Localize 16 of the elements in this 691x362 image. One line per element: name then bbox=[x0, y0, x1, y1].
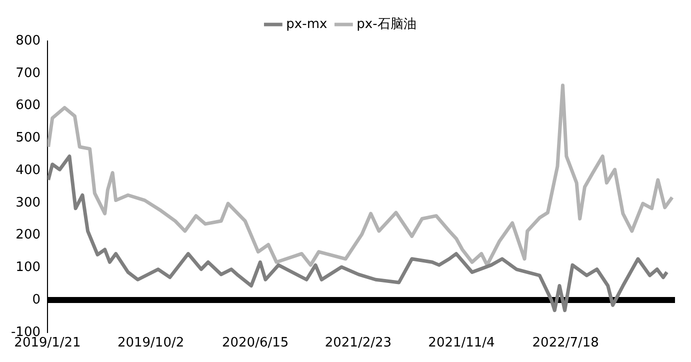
x-tick-label: 2021/11/4 bbox=[428, 336, 495, 351]
y-tick-label: 500 bbox=[16, 130, 41, 146]
x-tick-label: 2020/6/15 bbox=[222, 336, 289, 351]
y-tick-label: 0 bbox=[32, 292, 41, 308]
y-tick-label: 700 bbox=[16, 66, 41, 81]
y-tick-label: 600 bbox=[16, 98, 41, 114]
x-tick-label: 2022/7/18 bbox=[532, 336, 599, 351]
y-tick-label: 400 bbox=[16, 162, 41, 178]
legend-label: px-石脑油 bbox=[356, 16, 416, 32]
y-tick-label: 200 bbox=[16, 228, 41, 243]
x-tick-label: 2021/2/23 bbox=[324, 336, 392, 351]
x-tick-label: 2019/10/2 bbox=[117, 336, 184, 351]
legend-label: px-mx bbox=[286, 16, 328, 32]
y-tick-label: 300 bbox=[16, 195, 41, 210]
y-tick-label: 100 bbox=[16, 260, 41, 276]
y-tick-label: 800 bbox=[16, 33, 41, 48]
